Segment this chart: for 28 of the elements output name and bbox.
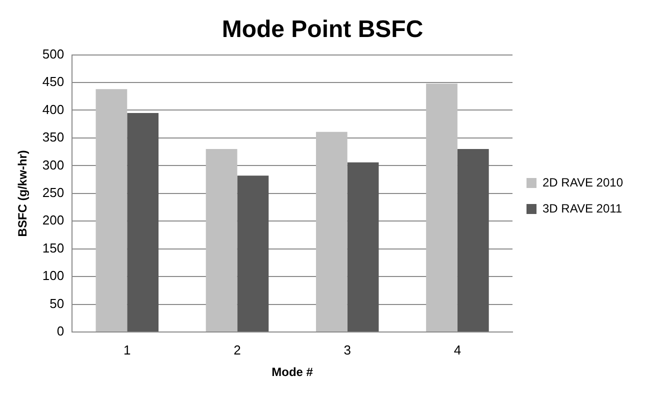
y-tick-label: 300 <box>42 157 64 172</box>
y-tick-label: 350 <box>42 130 64 145</box>
bar <box>347 162 379 332</box>
y-tick-label: 400 <box>42 102 64 117</box>
x-tick-label: 4 <box>454 342 462 358</box>
y-tick-label: 150 <box>42 240 64 256</box>
x-tick-label: 1 <box>124 342 131 358</box>
x-axis-title: Mode # <box>272 365 314 380</box>
y-axis-title: BSFC (g/kw-hr) <box>16 150 30 237</box>
y-tick-label: 100 <box>42 268 64 284</box>
bar <box>206 149 238 332</box>
y-tick-label: 0 <box>56 324 64 339</box>
bar <box>127 113 159 332</box>
y-tick-label: 250 <box>42 184 64 200</box>
y-tick-label: 50 <box>50 296 64 311</box>
bar <box>457 149 489 332</box>
bar <box>96 89 128 332</box>
y-tick-label: 500 <box>42 46 64 62</box>
bar <box>316 132 348 332</box>
x-tick-label: 3 <box>344 342 351 358</box>
legend-label: 3D RAVE 2011 <box>542 201 622 216</box>
bar <box>237 176 269 332</box>
x-tick-label: 2 <box>234 342 241 358</box>
legend-label: 2D RAVE 2010 <box>542 175 624 190</box>
y-tick-label: 200 <box>42 212 64 228</box>
chart-title: Mode Point BSFC <box>222 16 424 44</box>
y-tick-label: 450 <box>42 74 64 90</box>
bar <box>426 84 458 332</box>
